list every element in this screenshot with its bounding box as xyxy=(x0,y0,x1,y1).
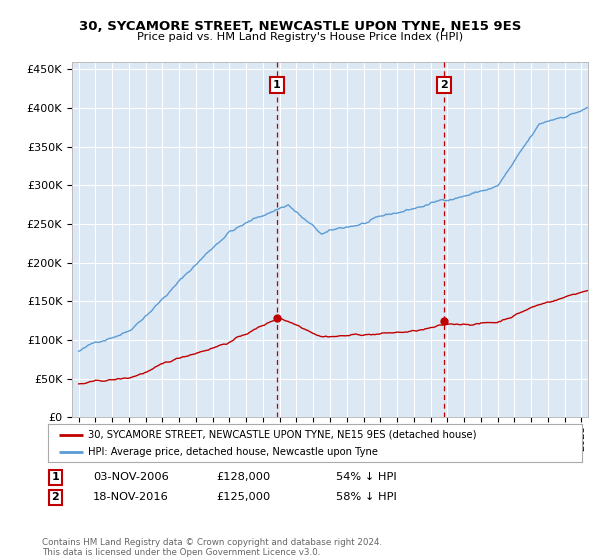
Text: 54% ↓ HPI: 54% ↓ HPI xyxy=(336,472,397,482)
Text: 1: 1 xyxy=(52,472,59,482)
Text: 30, SYCAMORE STREET, NEWCASTLE UPON TYNE, NE15 9ES: 30, SYCAMORE STREET, NEWCASTLE UPON TYNE… xyxy=(79,20,521,32)
Text: Price paid vs. HM Land Registry's House Price Index (HPI): Price paid vs. HM Land Registry's House … xyxy=(137,32,463,42)
Text: 03-NOV-2006: 03-NOV-2006 xyxy=(93,472,169,482)
Text: 30, SYCAMORE STREET, NEWCASTLE UPON TYNE, NE15 9ES (detached house): 30, SYCAMORE STREET, NEWCASTLE UPON TYNE… xyxy=(88,430,476,440)
Text: £128,000: £128,000 xyxy=(216,472,270,482)
Text: 1: 1 xyxy=(273,80,281,90)
Text: 18-NOV-2016: 18-NOV-2016 xyxy=(93,492,169,502)
Text: Contains HM Land Registry data © Crown copyright and database right 2024.
This d: Contains HM Land Registry data © Crown c… xyxy=(42,538,382,557)
Text: £125,000: £125,000 xyxy=(216,492,270,502)
Text: 2: 2 xyxy=(440,80,448,90)
Text: 2: 2 xyxy=(52,492,59,502)
Text: HPI: Average price, detached house, Newcastle upon Tyne: HPI: Average price, detached house, Newc… xyxy=(88,447,378,458)
Text: 58% ↓ HPI: 58% ↓ HPI xyxy=(336,492,397,502)
